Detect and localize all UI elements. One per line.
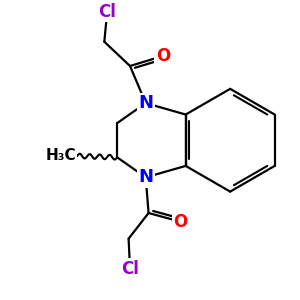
Text: Cl: Cl xyxy=(121,260,139,278)
Text: O: O xyxy=(173,213,187,231)
Text: Cl: Cl xyxy=(98,3,116,21)
Text: H₃C: H₃C xyxy=(45,148,76,164)
Text: N: N xyxy=(138,94,153,112)
Text: O: O xyxy=(156,47,170,65)
Text: N: N xyxy=(138,168,153,186)
